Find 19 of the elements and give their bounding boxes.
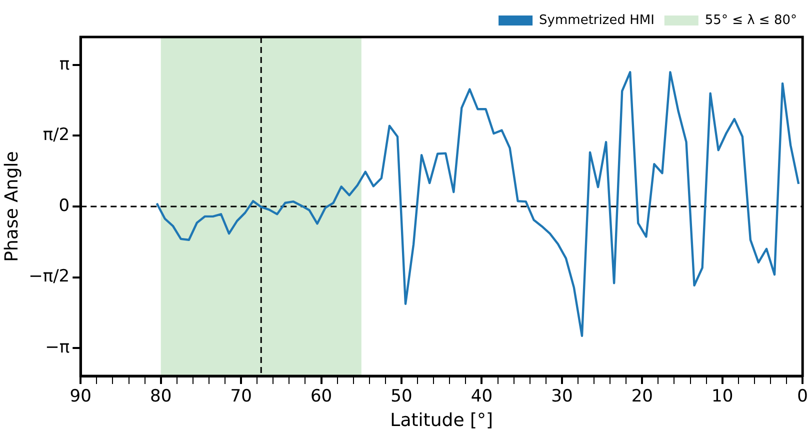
y-tick-label: π/2 bbox=[42, 125, 70, 146]
x-axis-title: Latitude [°] bbox=[390, 410, 494, 431]
x-tick-label: 80 bbox=[150, 386, 172, 407]
x-tick-label: 10 bbox=[712, 386, 734, 407]
legend-label: 55° ≤ λ ≤ 80° bbox=[704, 12, 797, 28]
y-tick-label: 0 bbox=[58, 196, 70, 216]
x-tick-label: 50 bbox=[390, 386, 412, 407]
x-tick-label: 90 bbox=[70, 386, 92, 407]
legend-label: Symmetrized HMI bbox=[539, 12, 654, 28]
x-tick-label: 0 bbox=[797, 386, 808, 407]
x-tick-label: 30 bbox=[551, 386, 573, 407]
y-tick-label: π bbox=[59, 54, 70, 74]
y-tick-label: −π/2 bbox=[28, 266, 70, 287]
x-tick-label: 60 bbox=[310, 386, 332, 407]
y-tick-label: −π bbox=[45, 338, 70, 358]
x-tick-label: 40 bbox=[470, 386, 493, 407]
y-axis-title: Phase Angle bbox=[1, 151, 22, 262]
x-tick-label: 70 bbox=[230, 386, 252, 407]
x-tick-label: 20 bbox=[631, 386, 653, 407]
